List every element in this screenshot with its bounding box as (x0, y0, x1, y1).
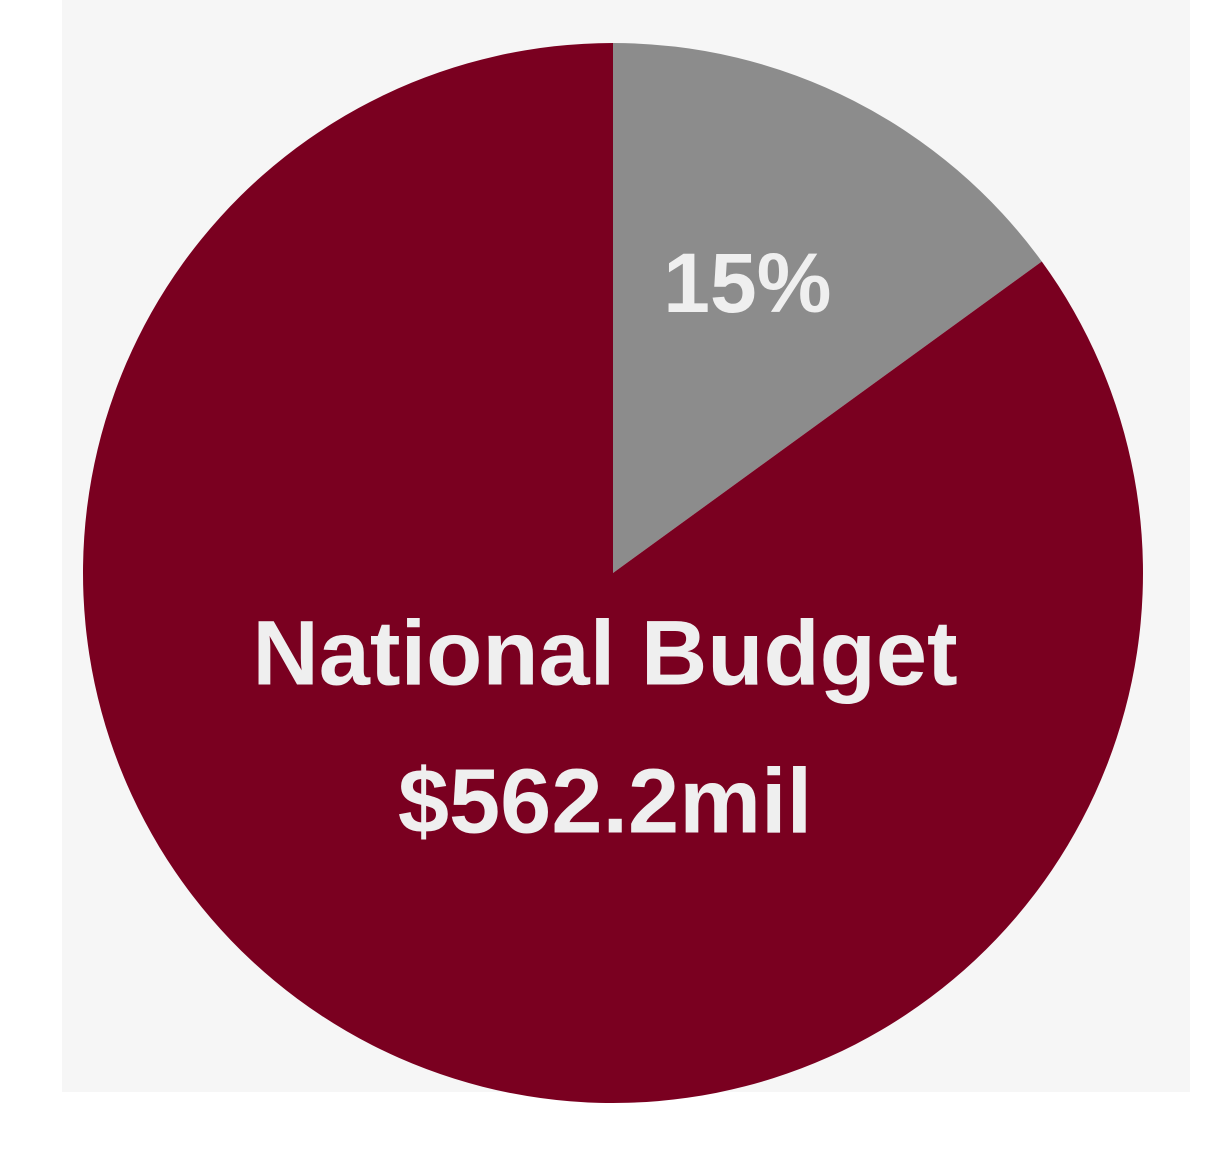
category-label: National Budget (252, 602, 957, 704)
pie (83, 43, 1144, 1103)
annotation: $562.2mil (398, 750, 812, 852)
data-label: 15% (663, 236, 831, 330)
pie-slice (613, 43, 1042, 573)
pie-slice (83, 43, 1144, 1103)
